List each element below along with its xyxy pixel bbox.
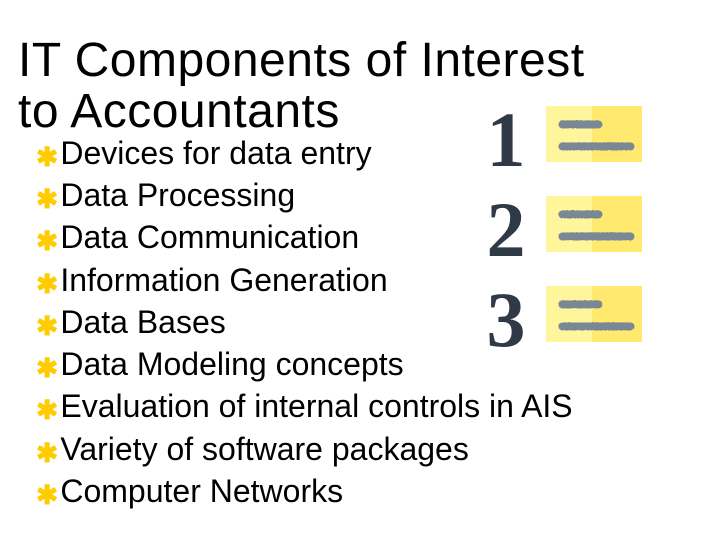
bullet-icon: ✱ — [36, 397, 58, 424]
list-item: ✱ Evaluation of internal controls in AIS — [36, 385, 676, 427]
list-item: ✱ Computer Networks — [36, 470, 676, 512]
list-item: ✱ Information Generation — [36, 259, 676, 301]
bullet-icon: ✱ — [36, 313, 58, 340]
bullet-icon: ✱ — [36, 228, 58, 255]
bullet-icon: ✱ — [36, 271, 58, 298]
list-item: ✱ Data Processing — [36, 174, 676, 216]
list-item: ✱ Devices for data entry — [36, 132, 676, 174]
list-item: ✱ Data Communication — [36, 216, 676, 258]
item-text: Data Communication — [60, 216, 359, 258]
list-item: ✱ Variety of software packages — [36, 428, 676, 470]
item-text: Computer Networks — [60, 470, 343, 512]
bullet-icon: ✱ — [36, 186, 58, 213]
bullet-icon: ✱ — [36, 355, 58, 382]
title-line-1: IT Components of Interest — [18, 36, 648, 86]
slide: IT Components of Interest to Accountants… — [0, 0, 720, 540]
title-line-2: to Accountants — [18, 87, 648, 137]
item-text: Variety of software packages — [60, 428, 469, 470]
item-text: Data Modeling concepts — [60, 343, 403, 385]
item-text: Data Bases — [60, 301, 225, 343]
bullet-icon: ✱ — [36, 144, 58, 171]
item-text: Information Generation — [60, 259, 387, 301]
list-item: ✱ Data Modeling concepts — [36, 343, 676, 385]
item-text: Evaluation of internal controls in AIS — [60, 385, 572, 427]
list-item: ✱ Data Bases — [36, 301, 676, 343]
bullet-list: ✱ Devices for data entry ✱ Data Processi… — [36, 132, 676, 512]
slide-title: IT Components of Interest to Accountants — [18, 36, 648, 137]
bullet-icon: ✱ — [36, 482, 58, 509]
item-text: Devices for data entry — [60, 132, 371, 174]
bullet-icon: ✱ — [36, 440, 58, 467]
item-text: Data Processing — [60, 174, 295, 216]
